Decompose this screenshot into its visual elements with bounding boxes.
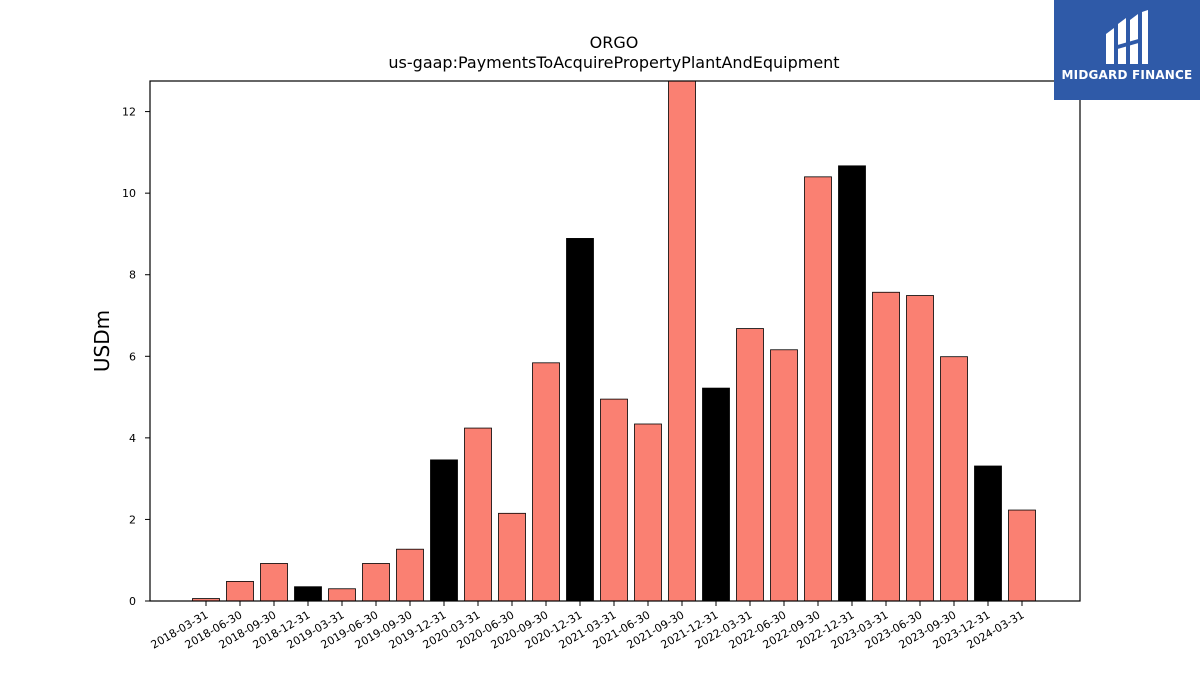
bar-2022-03-31 bbox=[736, 328, 764, 602]
y-tick-label: 0 bbox=[129, 595, 136, 608]
bar-2020-09-30 bbox=[532, 362, 560, 602]
bar-2023-06-30 bbox=[906, 295, 934, 602]
bar-2022-09-30 bbox=[804, 176, 832, 602]
bar-2020-03-31 bbox=[464, 427, 492, 602]
chart-title: ORGO bbox=[590, 33, 639, 52]
y-tick-label: 6 bbox=[129, 350, 136, 363]
y-tick-label: 4 bbox=[129, 432, 136, 445]
y-tick-label: 8 bbox=[129, 269, 136, 282]
bar-2018-09-30 bbox=[260, 563, 288, 602]
bar-2023-12-31 bbox=[974, 465, 1002, 602]
bar-2022-06-30 bbox=[770, 349, 798, 602]
bar-2020-12-31 bbox=[566, 238, 594, 602]
bar-2023-09-30 bbox=[940, 356, 968, 602]
chart-subtitle: us-gaap:PaymentsToAcquirePropertyPlantAn… bbox=[388, 53, 839, 72]
y-tick-label: 2 bbox=[129, 513, 136, 526]
bar-2022-12-31 bbox=[838, 165, 866, 602]
brand-mark-icon bbox=[1106, 10, 1148, 64]
bar-2018-12-31 bbox=[294, 586, 322, 602]
y-axis-label: USDm bbox=[90, 310, 114, 372]
bar-2019-12-31 bbox=[430, 459, 458, 602]
bar-2021-09-30 bbox=[668, 80, 696, 602]
bar-2018-06-30 bbox=[226, 581, 254, 602]
y-tick-label: 12 bbox=[122, 106, 136, 119]
brand-name: MIDGARD FINANCE bbox=[1061, 68, 1193, 82]
bar-2020-06-30 bbox=[498, 512, 526, 602]
bar-2019-09-30 bbox=[396, 548, 424, 602]
bar-2019-03-31 bbox=[328, 588, 356, 602]
bar-2023-03-31 bbox=[872, 291, 900, 602]
bar-2021-03-31 bbox=[600, 398, 628, 602]
plot-frame bbox=[149, 80, 1081, 602]
bar-2019-06-30 bbox=[362, 563, 390, 602]
bars-group bbox=[192, 80, 1036, 602]
bar-2024-03-31 bbox=[1008, 509, 1036, 602]
y-tick-label: 10 bbox=[122, 187, 136, 200]
x-axis: 2018-03-312018-06-302018-09-302018-12-31… bbox=[149, 601, 1027, 652]
brand-logo: MIDGARD FINANCE bbox=[1054, 0, 1200, 100]
bar-2021-06-30 bbox=[634, 423, 662, 602]
y-axis: 0 2 4 6 8 10 12 bbox=[122, 106, 150, 608]
bar-2021-12-31 bbox=[702, 387, 730, 602]
